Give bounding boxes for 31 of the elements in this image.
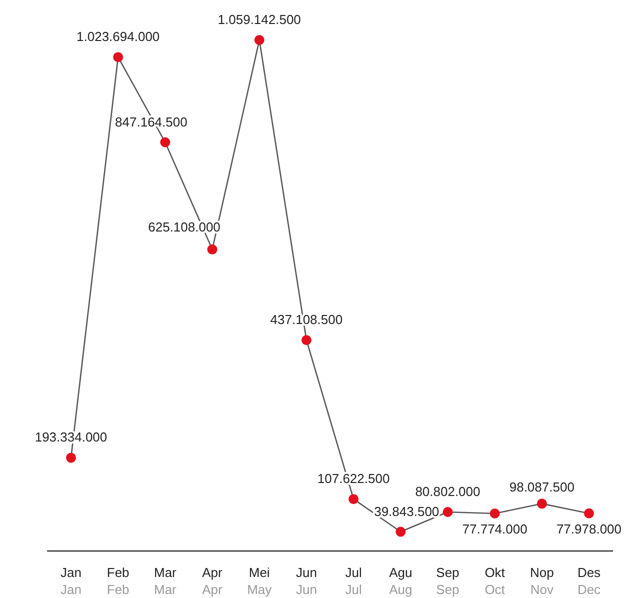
x-tick-label: Agu Aug (389, 565, 412, 597)
point (584, 508, 594, 518)
point (160, 137, 170, 148)
x-tick-label: Apr Apr (202, 565, 224, 597)
x-tick-label: Des Dec (577, 565, 602, 597)
data-label: 1.059.142.500 (218, 12, 301, 27)
point (536, 498, 547, 509)
x-tick-label: Feb Feb (106, 565, 130, 597)
x-tick-label: Jun Jun (296, 565, 317, 597)
point (207, 244, 218, 254)
data-label: 80.802.000 (415, 484, 480, 500)
point (396, 526, 406, 537)
point (66, 452, 76, 463)
x-tick-label: Okt Oct (484, 565, 506, 597)
x-tick-label: Sep Sep (436, 565, 460, 597)
x-tick-label: Jul Jul (345, 565, 362, 597)
x-tick-label: Nop Nov (530, 565, 554, 597)
data-label: 77.978.000 (556, 521, 622, 536)
point (348, 494, 359, 504)
point (301, 335, 312, 346)
x-tick-label: Mar Mar (154, 565, 178, 597)
point (442, 507, 453, 518)
point (254, 35, 264, 45)
data-label: 77.774.000 (462, 521, 528, 536)
x-tick-label: Jan Jan (60, 565, 82, 597)
x-tick-label: Mei May (247, 565, 272, 597)
point (490, 508, 500, 518)
point (113, 52, 124, 62)
data-label: 98.087.500 (509, 480, 574, 495)
data-label: 1.023.694.000 (76, 29, 160, 44)
data-label: 39.843.500 (374, 504, 440, 519)
